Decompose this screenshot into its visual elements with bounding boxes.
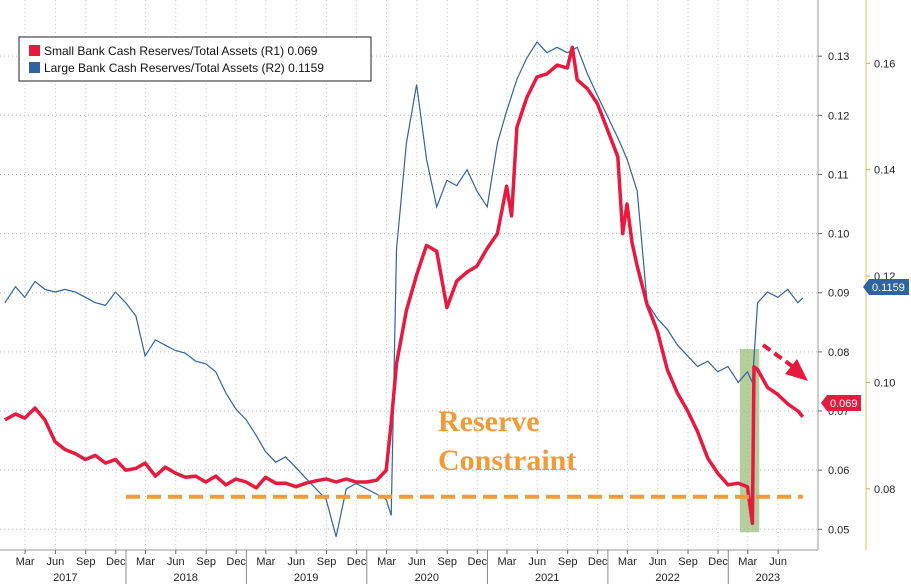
legend-swatch-small-bank (29, 45, 40, 56)
badge-large-bg (863, 279, 909, 295)
x-year-label: 2018 (173, 572, 197, 584)
legend-name-large-bank: Large Bank Cash Reserves/Total Assets (R… (44, 61, 285, 75)
r2-tick-label: 0.08 (874, 484, 895, 496)
x-tick-label: Mar (377, 556, 396, 568)
x-tick-label: Sep (678, 556, 698, 568)
r1-tick-label: 0.09 (828, 288, 849, 300)
series-lines (4, 41, 805, 537)
x-tick-label: Jun (528, 556, 546, 568)
x-tick-label: Jun (408, 556, 426, 568)
badge-small-value: 0.069 (830, 398, 858, 410)
r1-tick-label: 0.06 (828, 465, 849, 477)
x-tick-label: Dec (226, 556, 246, 568)
x-tick-label: Dec (708, 556, 728, 568)
r1-tick-label: 0.13 (828, 51, 849, 63)
r1-tick-label: 0.11 (828, 169, 849, 181)
x-tick-label: Jun (167, 556, 185, 568)
r1-tick-label: 0.10 (828, 229, 849, 241)
last-value-badge-small: 0.069 (821, 395, 861, 411)
x-tick-label: Dec (106, 556, 126, 568)
x-year-label: 2020 (415, 572, 439, 584)
x-tick-label: Sep (437, 556, 457, 568)
r2-tick-label: 0.16 (874, 58, 895, 70)
series-line-small-bank (4, 45, 805, 526)
x-tick-label: Mar (738, 556, 757, 568)
x-tick-label: Jun (769, 556, 787, 568)
annotation-reserve: Reserve (438, 405, 540, 438)
x-tick-label: Mar (256, 556, 275, 568)
annotation-constraint: Constraint (438, 444, 576, 477)
r2-tick-label: 0.14 (874, 165, 895, 177)
badge-small-bg (821, 395, 861, 411)
x-tick-label: Jun (287, 556, 305, 568)
legend-box (18, 36, 372, 82)
x-year-label: 2021 (535, 572, 559, 584)
x-tick-label: Sep (317, 556, 337, 568)
last-value-badge-large: 0.1159 (863, 279, 909, 295)
x-tick-label: Jun (649, 556, 667, 568)
x-year-label: 2022 (655, 572, 679, 584)
badge-large-value: 0.1159 (872, 282, 905, 294)
x-tick-label: Sep (76, 556, 96, 568)
legend-value-small-bank: 0.069 (287, 44, 317, 58)
trend-arrow-shaft (761, 343, 794, 368)
x-tick-label: Dec (347, 556, 367, 568)
x-tick-label: Sep (196, 556, 216, 568)
legend: Small Bank Cash Reserves/Total Assets (R… (18, 36, 372, 82)
legend-label-small-bank: Small Bank Cash Reserves/Total Assets (R… (44, 44, 318, 58)
x-year-label: 2017 (53, 572, 77, 584)
x-tick-label: Sep (558, 556, 578, 568)
x-year-label: 2023 (756, 572, 780, 584)
x-tick-label: Mar (16, 556, 35, 568)
x-tick-label: Dec (467, 556, 487, 568)
x-tick-label: Mar (618, 556, 637, 568)
trend-arrow (761, 343, 808, 381)
legend-value-large-bank: 0.1159 (288, 61, 324, 75)
series-line-large-bank (4, 41, 804, 537)
x-tick-label: Mar (136, 556, 155, 568)
legend-name-small-bank: Small Bank Cash Reserves/Total Assets (R… (44, 44, 284, 58)
legend-label-large-bank: Large Bank Cash Reserves/Total Assets (R… (44, 61, 324, 75)
r1-tick-label: 0.08 (828, 347, 849, 359)
legend-swatch-large-bank (29, 62, 40, 73)
x-year-label: 2019 (294, 572, 318, 584)
trend-arrow-head (785, 359, 808, 381)
x-tick-label: Jun (47, 556, 65, 568)
r1-tick-label: 0.12 (828, 110, 849, 122)
x-tick-label: Mar (497, 556, 516, 568)
x-tick-label: Dec (588, 556, 608, 568)
r1-tick-label: 0.05 (828, 524, 849, 536)
r2-tick-label: 0.10 (874, 377, 895, 389)
